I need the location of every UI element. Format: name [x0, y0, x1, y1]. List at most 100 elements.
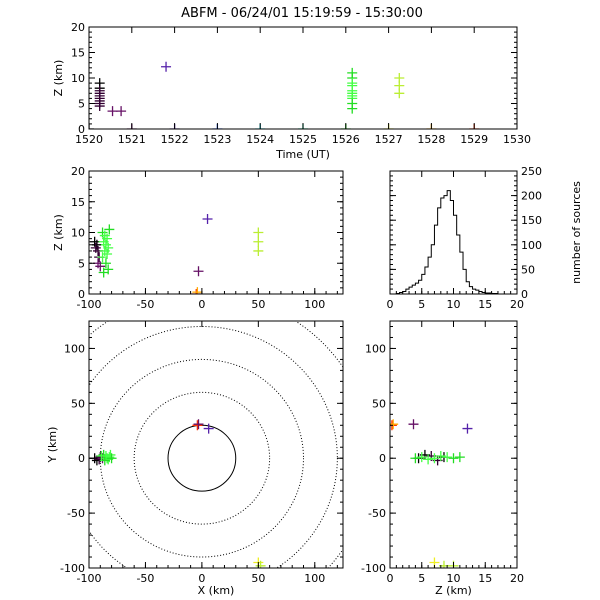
y-tick-label: 100 — [521, 239, 542, 252]
source-marker — [394, 88, 405, 99]
source-marker — [203, 423, 214, 434]
source-marker — [98, 267, 109, 278]
source-marker — [435, 451, 446, 462]
axes-frame — [88, 26, 518, 130]
y-tick-label: 0 — [521, 288, 528, 301]
y-tick-label: -50 — [67, 507, 85, 520]
source-marker — [116, 106, 127, 117]
source-marker — [100, 258, 111, 269]
source-marker — [448, 453, 459, 464]
figure-title: ABFM - 06/24/01 15:19:59 - 15:30:00 — [181, 6, 423, 21]
x-tick-label: 1521 — [118, 133, 146, 146]
y-tick-label: 50 — [372, 397, 386, 410]
x-tick-label: 1523 — [203, 133, 231, 146]
x-tick-label: 5 — [418, 298, 425, 311]
y-tick-label: 5 — [78, 98, 85, 111]
y-tick-label: 0 — [78, 123, 85, 136]
source-marker — [429, 453, 440, 464]
axes-frame — [88, 170, 344, 295]
time-height-panel: 1520 1521 1522 1523 1524 1525 1526 1527 1528 1529… — [52, 21, 531, 161]
x-tick-label: -100 — [77, 298, 102, 311]
x-tick-label: 1525 — [289, 133, 317, 146]
x-tick-label: 100 — [304, 572, 325, 585]
x-tick-label: 50 — [251, 298, 265, 311]
range-ring — [133, 391, 271, 525]
axes-frame — [389, 320, 518, 569]
x-tick-label: 1529 — [460, 133, 488, 146]
source-marker — [106, 453, 117, 464]
y-tick-label: 50 — [71, 397, 85, 410]
range-ring — [99, 358, 304, 558]
x-tick-label: 0 — [387, 572, 394, 585]
source-marker — [410, 453, 421, 464]
source-marker — [416, 452, 427, 463]
histogram-step-line — [390, 190, 517, 294]
x-axis-label: Z (km) — [435, 584, 472, 597]
x-axis-label: X (km) — [198, 584, 235, 597]
x-tick-label: 1528 — [417, 133, 445, 146]
source-marker — [192, 287, 203, 294]
x-tick-label: -50 — [136, 298, 154, 311]
x-tick-label: 1524 — [246, 133, 274, 146]
y-axis-label: Y (km) — [46, 427, 59, 464]
plot-area — [89, 213, 264, 294]
x-tick-label: 0 — [387, 298, 394, 311]
y-axis-label: Z (km) — [52, 60, 65, 97]
x-tick-label: 1527 — [375, 133, 403, 146]
source-marker — [347, 103, 358, 114]
height-y-panel: 0 5 10 15 20 -100 -50 0 50 100 Z (km) — [361, 320, 524, 597]
x-tick-label: 5 — [418, 572, 425, 585]
source-marker — [202, 213, 213, 224]
y-tick-label: 20 — [71, 165, 85, 178]
plot-area — [390, 419, 473, 568]
source-marker — [107, 106, 118, 117]
x-tick-label: 15 — [478, 298, 492, 311]
x-tick-label: 100 — [304, 298, 325, 311]
x-tick-label: 15 — [478, 572, 492, 585]
source-marker — [104, 224, 115, 235]
source-marker — [423, 454, 434, 465]
source-marker — [193, 419, 204, 430]
x-tick-label: 20 — [510, 572, 524, 585]
histogram-bin — [441, 198, 444, 294]
source-marker — [96, 451, 107, 462]
axes-frame — [88, 320, 344, 569]
x-tick-label: -50 — [136, 572, 154, 585]
source-marker — [390, 419, 399, 430]
x-tick-label: 10 — [447, 572, 461, 585]
y-tick-label: 10 — [71, 227, 85, 240]
y-tick-label: 15 — [71, 196, 85, 209]
x-tick-label: -100 — [77, 572, 102, 585]
source-marker — [408, 419, 419, 430]
source-marker — [454, 452, 465, 463]
source-marker — [94, 101, 105, 112]
source-marker — [255, 560, 266, 568]
plot-area — [89, 61, 480, 129]
y-tick-label: 15 — [71, 47, 85, 60]
source-marker — [253, 227, 264, 238]
range-ring — [89, 321, 343, 568]
y-tick-label: -100 — [361, 562, 386, 575]
range-ring — [167, 424, 237, 492]
y-tick-label: 0 — [78, 288, 85, 301]
source-marker — [95, 261, 106, 272]
histogram-bin — [447, 191, 450, 294]
x-tick-label: 20 — [510, 298, 524, 311]
x-tick-label: 10 — [447, 298, 461, 311]
y-axis-label: Z (km) — [52, 214, 65, 251]
y-tick-label: 200 — [521, 190, 542, 203]
y-axis-label: number of sources — [570, 181, 583, 284]
source-marker — [161, 61, 172, 72]
plan-view-panel: -100 -50 0 50 100 -100 -50 0 50 100 X (km) Y (km) — [46, 320, 344, 597]
source-marker — [462, 423, 473, 434]
y-tick-label: 100 — [365, 342, 386, 355]
plot-area — [390, 190, 517, 294]
x-tick-label: 1526 — [332, 133, 360, 146]
y-tick-label: 100 — [64, 342, 85, 355]
x-tick-label: 1530 — [503, 133, 531, 146]
x-tick-label: 1520 — [75, 133, 103, 146]
x-height-panel: -100 -50 0 50 100 0 5 10 15 20 Z (km) — [52, 165, 344, 311]
source-marker — [193, 266, 204, 277]
